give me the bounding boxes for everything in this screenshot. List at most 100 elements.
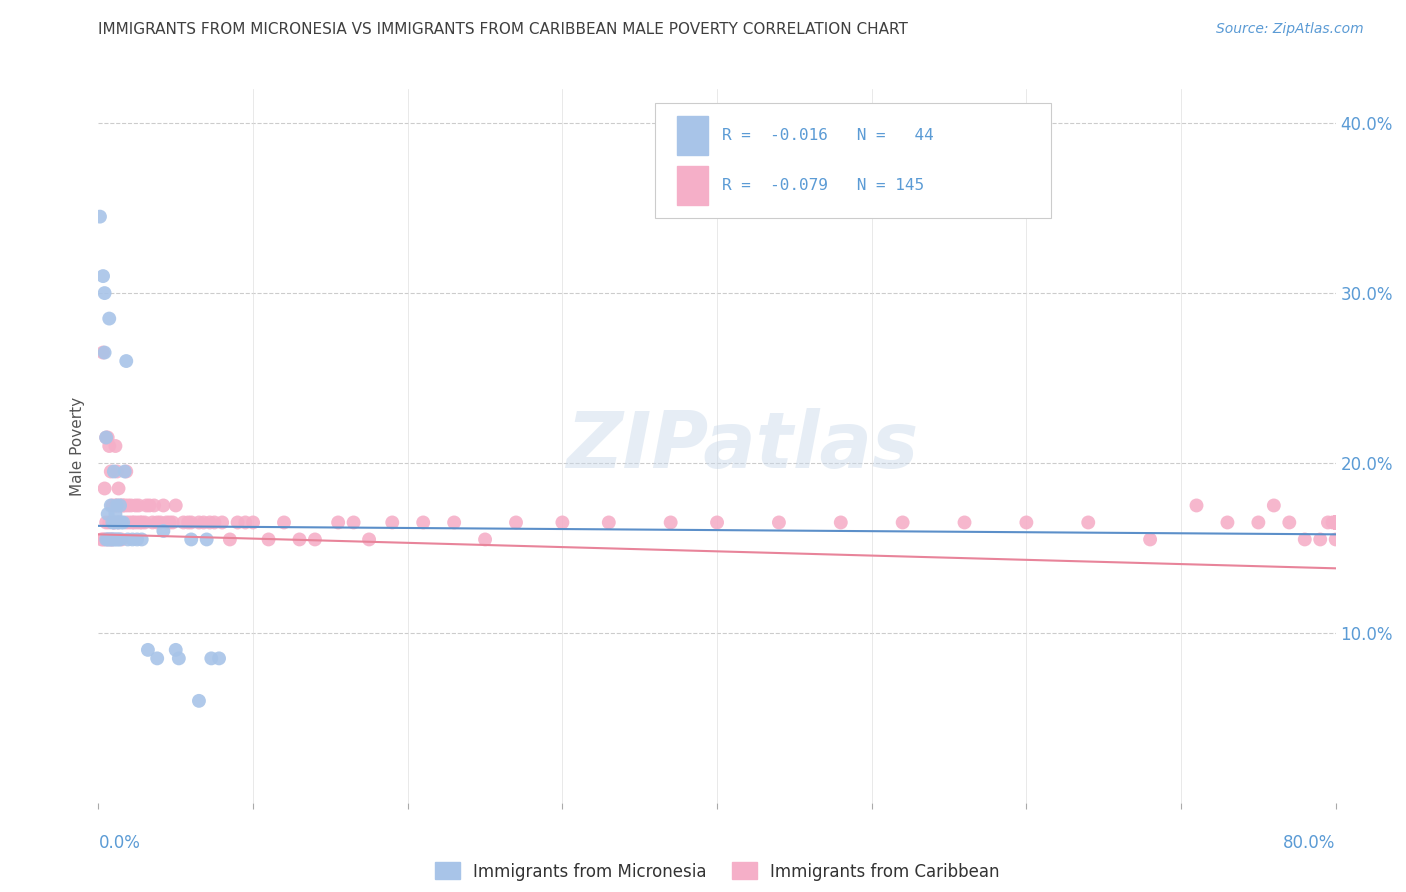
Point: [129, 516, 152, 530]
Text: IMMIGRANTS FROM MICRONESIA VS IMMIGRANTS FROM CARIBBEAN MALE POVERTY CORRELATION: IMMIGRANTS FROM MICRONESIA VS IMMIGRANTS…: [98, 22, 908, 37]
Point: [1324, 516, 1347, 530]
Point: [257, 533, 280, 547]
Point: [104, 533, 127, 547]
Point: [108, 499, 131, 513]
Point: [204, 516, 226, 530]
Point: [122, 516, 145, 530]
Point: [1324, 516, 1347, 530]
Text: R =  -0.079   N = 145: R = -0.079 N = 145: [723, 178, 924, 193]
Point: [103, 465, 125, 479]
Point: [112, 516, 135, 530]
Point: [1216, 516, 1239, 530]
Point: [357, 533, 380, 547]
Point: [101, 516, 124, 530]
Legend: Immigrants from Micronesia, Immigrants from Caribbean: Immigrants from Micronesia, Immigrants f…: [427, 855, 1007, 888]
Point: [1324, 516, 1347, 530]
Point: [117, 499, 139, 513]
Point: [114, 465, 136, 479]
Point: [226, 516, 249, 530]
Point: [118, 516, 141, 530]
Point: [1317, 516, 1340, 530]
Point: [443, 516, 465, 530]
Point: [1324, 516, 1347, 530]
Point: [1324, 516, 1347, 530]
Point: [173, 516, 195, 530]
Point: [193, 516, 215, 530]
Point: [1324, 516, 1347, 530]
Point: [127, 516, 149, 530]
Point: [146, 516, 169, 530]
Point: [107, 516, 129, 530]
Point: [768, 516, 790, 530]
Text: 80.0%: 80.0%: [1284, 834, 1336, 852]
Point: [115, 516, 138, 530]
Point: [152, 524, 174, 538]
Point: [1324, 516, 1347, 530]
Point: [219, 533, 242, 547]
Point: [1324, 516, 1347, 530]
Point: [288, 533, 311, 547]
Point: [136, 643, 159, 657]
Point: [131, 533, 153, 547]
Point: [1324, 516, 1347, 530]
Point: [1324, 533, 1347, 547]
Point: [101, 499, 124, 513]
Point: [105, 465, 128, 479]
Point: [891, 516, 914, 530]
Point: [1185, 499, 1208, 513]
FancyBboxPatch shape: [655, 103, 1052, 218]
Point: [1324, 516, 1347, 530]
Point: [1278, 516, 1301, 530]
Point: [111, 533, 134, 547]
Point: [1324, 516, 1347, 530]
Point: [188, 694, 211, 708]
Point: [91, 269, 114, 284]
Point: [1263, 499, 1285, 513]
Point: [100, 533, 122, 547]
Point: [1324, 516, 1347, 530]
Point: [1324, 516, 1347, 530]
Point: [326, 516, 350, 530]
Point: [93, 482, 115, 496]
Point: [1324, 516, 1347, 530]
Point: [1324, 516, 1347, 530]
Point: [96, 430, 118, 444]
Text: R =  -0.016   N =   44: R = -0.016 N = 44: [723, 128, 934, 143]
Point: [211, 516, 233, 530]
Point: [1324, 516, 1347, 530]
Point: [1324, 516, 1347, 530]
Point: [100, 499, 122, 513]
Point: [127, 533, 149, 547]
Point: [165, 499, 187, 513]
Point: [208, 651, 231, 665]
Point: [167, 651, 190, 665]
Point: [273, 516, 295, 530]
Point: [953, 516, 976, 530]
Point: [198, 516, 221, 530]
Point: [180, 516, 202, 530]
Point: [155, 516, 177, 530]
Point: [1077, 516, 1099, 530]
Point: [124, 499, 146, 513]
Point: [138, 499, 160, 513]
Point: [1324, 516, 1347, 530]
Point: [1324, 516, 1347, 530]
Text: ZIPatlas: ZIPatlas: [565, 408, 918, 484]
Point: [1324, 516, 1347, 530]
Point: [149, 516, 172, 530]
Point: [104, 439, 127, 453]
Point: [100, 465, 122, 479]
Point: [1324, 516, 1347, 530]
Point: [177, 516, 200, 530]
Point: [91, 533, 114, 547]
Point: [114, 499, 136, 513]
Point: [1247, 516, 1270, 530]
Point: [104, 499, 127, 513]
Point: [143, 499, 166, 513]
Bar: [678, 166, 709, 205]
Point: [1015, 516, 1038, 530]
Point: [97, 430, 120, 444]
Point: [195, 533, 218, 547]
Point: [1324, 516, 1347, 530]
Point: [98, 439, 121, 453]
